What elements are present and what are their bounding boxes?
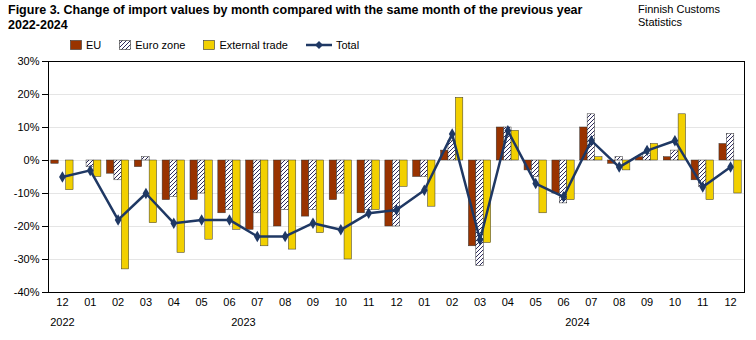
html-text:Total: Total — [335, 39, 360, 51]
svg-text:03: 03 — [474, 296, 486, 308]
svg-text:09: 09 — [307, 296, 319, 308]
svg-text:12: 12 — [390, 296, 402, 308]
svg-text:2022: 2022 — [50, 316, 74, 328]
svg-text:12: 12 — [724, 296, 736, 308]
svg-text:08: 08 — [613, 296, 625, 308]
svg-text:-20%: -20% — [14, 220, 40, 232]
html-text:Euro zone: Euro zone — [135, 39, 186, 51]
html-text:External trade: External trade — [219, 39, 288, 51]
svg-text:05: 05 — [530, 296, 542, 308]
svg-text:2023: 2023 — [231, 316, 255, 328]
svg-text:01: 01 — [418, 296, 430, 308]
svg-text:02: 02 — [112, 296, 124, 308]
svg-text:04: 04 — [168, 296, 180, 308]
svg-text:11: 11 — [697, 296, 708, 308]
html-text:Finnish Customs Statistics: Finnish Customs Statistics — [638, 3, 720, 28]
svg-text:03: 03 — [140, 296, 152, 308]
svg-text:07: 07 — [585, 296, 597, 308]
svg-text:2024: 2024 — [565, 316, 589, 328]
svg-text:06: 06 — [557, 296, 569, 308]
svg-text:12: 12 — [56, 296, 68, 308]
svg-text:06: 06 — [223, 296, 235, 308]
svg-text:20%: 20% — [17, 88, 39, 100]
svg-text:09: 09 — [641, 296, 653, 308]
svg-text:11: 11 — [363, 296, 374, 308]
svg-text:10%: 10% — [17, 121, 39, 133]
svg-text:02: 02 — [446, 296, 458, 308]
svg-text:-40%: -40% — [14, 286, 40, 298]
svg-text:10: 10 — [669, 296, 681, 308]
svg-text:0%: 0% — [24, 154, 40, 166]
svg-text:-10%: -10% — [14, 187, 40, 199]
html-text:Figure 3. Change of import val: Figure 3. Change of import values by mon… — [8, 3, 583, 32]
html-text:EU: EU — [86, 39, 102, 51]
svg-text:05: 05 — [195, 296, 207, 308]
svg-text:-30%: -30% — [14, 253, 40, 265]
svg-text:30%: 30% — [17, 55, 39, 67]
svg-text:07: 07 — [251, 296, 263, 308]
svg-text:04: 04 — [502, 296, 514, 308]
svg-text:01: 01 — [84, 296, 96, 308]
svg-text:10: 10 — [335, 296, 347, 308]
svg-text:08: 08 — [279, 296, 291, 308]
